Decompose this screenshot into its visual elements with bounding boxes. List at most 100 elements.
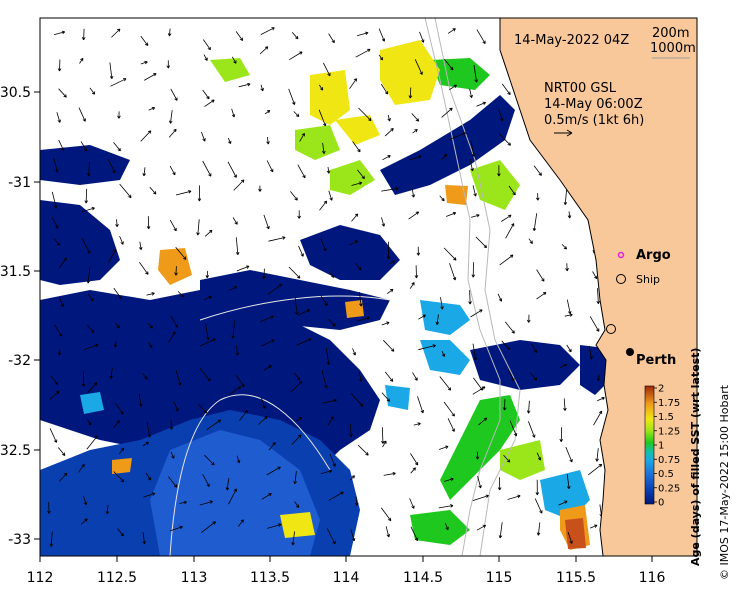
ship-position-icon bbox=[606, 324, 616, 334]
current-vector-arrow bbox=[294, 501, 300, 508]
current-vector-arrow bbox=[259, 46, 269, 55]
map-plot-area bbox=[40, 18, 697, 556]
colorbar-title: Age (days) of filled SST (wrt latest) bbox=[689, 348, 702, 566]
current-vector-arrow bbox=[140, 60, 148, 65]
current-vector-arrow bbox=[449, 132, 467, 140]
current-vector-arrow bbox=[117, 111, 121, 119]
current-vector-arrow bbox=[266, 466, 281, 476]
current-vector-arrow bbox=[173, 401, 179, 412]
current-vector-arrow bbox=[110, 78, 127, 87]
current-vector-arrow bbox=[56, 112, 61, 123]
sst-patch-deep-blue-coast bbox=[580, 345, 610, 395]
current-vector-arrow bbox=[358, 107, 372, 122]
current-vector-arrow bbox=[86, 324, 95, 334]
current-vector-arrow bbox=[535, 479, 540, 496]
current-vector-arrow bbox=[175, 247, 187, 260]
current-vector-arrow bbox=[142, 441, 149, 447]
current-vector-arrow bbox=[354, 263, 362, 271]
current-vector-arrow bbox=[145, 472, 152, 481]
current-vector-arrow bbox=[563, 187, 568, 206]
sst-patch-light-blue-south bbox=[150, 430, 320, 556]
current-vector-arrow bbox=[352, 348, 356, 356]
current-vector-arrow bbox=[87, 293, 94, 302]
current-vector-arrow bbox=[532, 213, 538, 232]
current-vector-arrow bbox=[567, 531, 573, 544]
current-vector-arrow bbox=[476, 524, 487, 531]
current-vector-arrow bbox=[260, 27, 275, 35]
current-vector-arrow bbox=[408, 211, 420, 220]
colorbar-ticks: 2 1.75 1.5 1.25 1 0.75 0.5 0.25 0 bbox=[654, 384, 680, 509]
current-vector-arrow bbox=[322, 398, 337, 404]
argo-label: Argo bbox=[636, 248, 671, 263]
current-vector-arrow bbox=[297, 164, 306, 179]
current-vector-arrow bbox=[83, 343, 99, 351]
colorbar-tick-label: 0.25 bbox=[658, 483, 680, 494]
sst-patch-lime-south bbox=[500, 440, 545, 480]
current-vector-arrow bbox=[290, 191, 298, 201]
current-vector-arrow bbox=[138, 393, 143, 407]
current-vector-arrow bbox=[113, 287, 122, 300]
current-vector-arrow bbox=[563, 398, 567, 411]
current-vector-arrow bbox=[476, 29, 486, 44]
current-vector-arrow bbox=[444, 522, 449, 531]
sst-patch-lime-coastal bbox=[470, 160, 520, 210]
current-vector-arrow bbox=[439, 195, 445, 202]
sst-patch-deep-blue-north bbox=[300, 225, 400, 280]
current-vector-arrow bbox=[149, 186, 157, 195]
sst-patch-lime-west bbox=[210, 58, 250, 82]
current-vector-arrow bbox=[596, 374, 601, 382]
current-vector-arrow bbox=[328, 491, 344, 501]
current-vector-arrow bbox=[227, 137, 232, 145]
current-vector-arrow bbox=[119, 183, 132, 199]
current-vector-arrow bbox=[565, 263, 569, 272]
current-vector-arrow bbox=[202, 474, 210, 487]
current-vector-arrow bbox=[378, 54, 383, 61]
current-vector-arrow bbox=[498, 133, 511, 146]
current-vector-arrow bbox=[443, 247, 457, 261]
current-vector-arrow bbox=[238, 410, 248, 422]
current-vector-arrow bbox=[328, 33, 335, 44]
current-vector-arrow bbox=[237, 519, 244, 527]
current-vector-arrow bbox=[502, 399, 507, 411]
sst-patch-deep-blue-west bbox=[40, 200, 120, 285]
ship-marker-icon bbox=[616, 274, 626, 284]
current-vector-arrow bbox=[328, 190, 333, 201]
date-label: 14-May-2022 04Z bbox=[514, 33, 629, 48]
current-vector-arrow bbox=[80, 141, 88, 152]
current-vector-arrow bbox=[175, 190, 192, 196]
current-vector-arrow bbox=[258, 416, 268, 425]
current-vector-arrow bbox=[501, 83, 511, 96]
current-vector-arrow bbox=[169, 419, 174, 430]
current-vector-arrow bbox=[472, 185, 477, 197]
current-vector-arrow bbox=[383, 472, 396, 476]
current-vector-arrow bbox=[261, 339, 275, 347]
legend-200m: 200m bbox=[652, 26, 689, 41]
current-vector-arrow bbox=[87, 161, 91, 177]
current-vector-arrow bbox=[168, 128, 177, 138]
current-vector-arrow bbox=[497, 293, 503, 302]
current-vector-arrow bbox=[260, 84, 264, 92]
current-vector-arrow bbox=[503, 454, 511, 463]
current-vector-arrow bbox=[81, 238, 91, 254]
current-vector-arrow bbox=[229, 386, 242, 395]
x-tick-label: 113.5 bbox=[250, 570, 290, 586]
y-tick-label: 31.5 bbox=[0, 264, 31, 280]
colorbar-tick-label: 2 bbox=[658, 384, 664, 395]
current-vector-arrow bbox=[559, 363, 567, 369]
current-vector-arrow bbox=[381, 217, 386, 227]
sst-patch-red-southeast bbox=[565, 518, 586, 549]
current-vector-arrow bbox=[206, 419, 222, 431]
current-vector-arrow bbox=[202, 160, 212, 177]
sst-age-patches bbox=[40, 40, 610, 556]
current-vector-arrow bbox=[115, 219, 119, 228]
current-vector-arrow bbox=[227, 161, 237, 178]
current-vector-arrow bbox=[564, 313, 573, 317]
colorbar-tick-label: 1 bbox=[658, 441, 664, 452]
current-vector-arrow bbox=[201, 131, 206, 142]
current-vector-arrow bbox=[201, 521, 216, 533]
current-vector-arrow bbox=[142, 167, 146, 177]
current-vector-arrow bbox=[419, 31, 425, 43]
current-vector-arrow bbox=[412, 372, 418, 381]
current-vector-arrow bbox=[378, 28, 386, 42]
